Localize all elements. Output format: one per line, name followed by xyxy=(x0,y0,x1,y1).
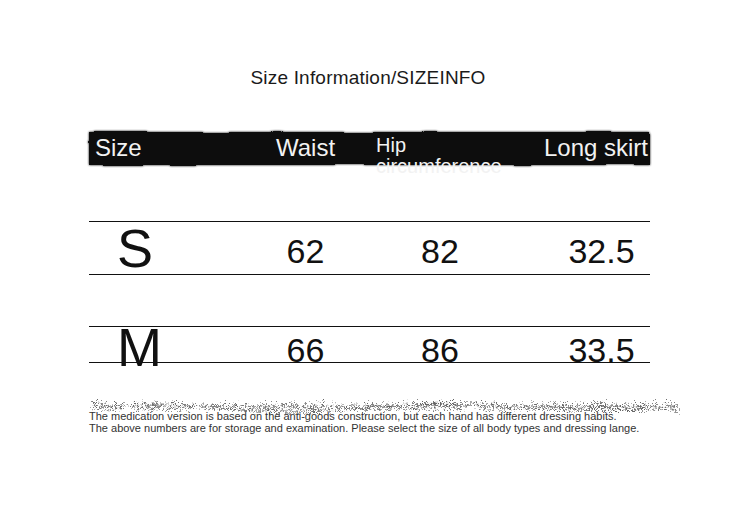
svg-text:Thexx medicationx versionxisxb: Thexx medicationx versionxisxbasedxonxth… xyxy=(90,398,677,410)
